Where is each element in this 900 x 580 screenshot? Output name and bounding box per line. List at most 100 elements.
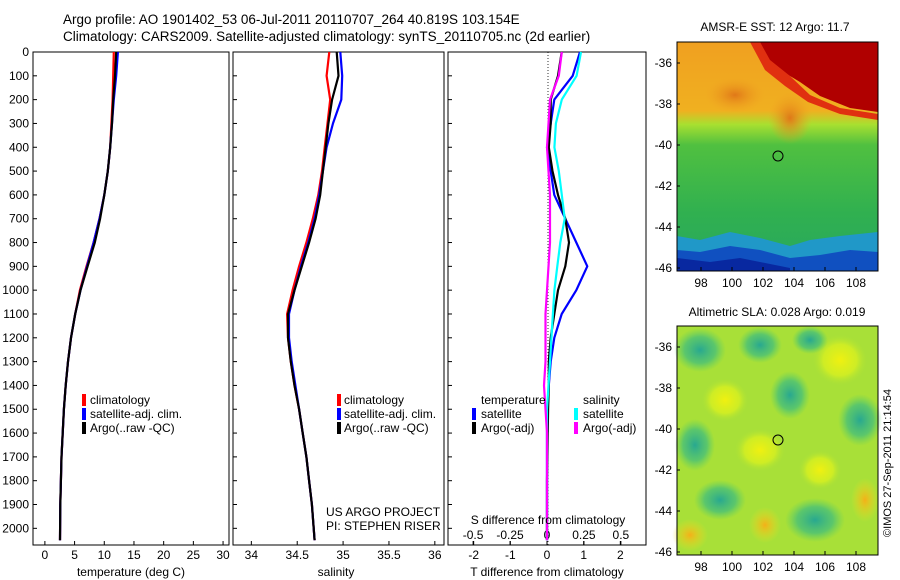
sla-blob bbox=[770, 371, 810, 419]
sst-map bbox=[676, 41, 879, 272]
sla-blob bbox=[738, 327, 782, 363]
sst-map-title: AMSR-E SST: 12 Argo: 11.7 bbox=[700, 20, 850, 34]
x-tick-label: 2 bbox=[617, 548, 624, 562]
depth-tick-label: 0 bbox=[22, 45, 29, 59]
depth-tick-label: 1100 bbox=[3, 307, 29, 321]
imos-credit: ©IMOS 27-Sep-2011 21:14:54 bbox=[882, 389, 894, 537]
lon-tick-label: 108 bbox=[846, 560, 866, 574]
profile-lines bbox=[58, 51, 589, 541]
legend-head-temperature: temperature bbox=[481, 393, 546, 407]
temperature-legend: climatology satellite-adj. clim. Argo(..… bbox=[82, 393, 182, 435]
x-tick-label: 0 bbox=[544, 548, 551, 562]
lon-tick-label: 98 bbox=[694, 276, 708, 290]
lat-tick-label: -36 bbox=[655, 56, 673, 70]
depth-tick-label: 800 bbox=[9, 236, 29, 250]
sst-warm-region bbox=[760, 42, 878, 112]
lon-tick-label: 102 bbox=[753, 560, 773, 574]
x-tick-label: 36 bbox=[428, 548, 442, 562]
x-tick-label: 10 bbox=[98, 548, 112, 562]
series-line-argo-raw-qc bbox=[286, 51, 340, 541]
lat-tick-label: -38 bbox=[655, 97, 673, 111]
figure-title-line2: Climatology: CARS2009. Satellite-adjuste… bbox=[63, 29, 591, 44]
sla-blob bbox=[838, 394, 882, 446]
legend-text: Argo(-adj) bbox=[583, 421, 636, 435]
legend-swatch-black bbox=[337, 422, 341, 434]
lon-tick-label: 98 bbox=[694, 560, 708, 574]
x-tick-label: 15 bbox=[127, 548, 141, 562]
legend-swatch-black bbox=[472, 422, 476, 434]
lat-tick-label: -46 bbox=[655, 545, 673, 559]
sla-blob bbox=[785, 498, 845, 542]
legend-text: satellite-adj. clim. bbox=[344, 407, 436, 421]
series-line-salinity-argo-adj bbox=[542, 51, 563, 541]
x-tick-label: -2 bbox=[468, 548, 479, 562]
lon-tick-label: 106 bbox=[815, 560, 835, 574]
depth-tick-label: 1000 bbox=[2, 283, 29, 297]
x-tick-label: 25 bbox=[187, 548, 201, 562]
legend-swatch-blue bbox=[337, 408, 341, 420]
lat-tick-label: -44 bbox=[655, 504, 673, 518]
x-tick-label: 34 bbox=[245, 548, 259, 562]
legend-head-salinity: salinity bbox=[583, 393, 620, 407]
legend-swatch-red bbox=[82, 394, 86, 406]
sla-map bbox=[672, 325, 882, 556]
depth-tick-label: 2000 bbox=[2, 521, 29, 535]
series-line-argo-raw-qc bbox=[58, 51, 118, 541]
sst-warm-region bbox=[750, 42, 878, 120]
x-tick-label: 35.5 bbox=[377, 548, 401, 562]
difference-xlabel: T difference from climatology bbox=[470, 565, 624, 579]
sla-blob bbox=[792, 326, 828, 354]
sla-blob bbox=[701, 378, 749, 422]
temperature-xlabel: temperature (deg C) bbox=[77, 565, 185, 579]
legend-text: satellite-adj. clim. bbox=[90, 407, 182, 421]
x-tick-label: 30 bbox=[216, 548, 230, 562]
pi-note: PI: STEPHEN RISER bbox=[326, 519, 441, 533]
sla-blob bbox=[694, 480, 746, 520]
legend-text: satellite bbox=[583, 407, 624, 421]
lat-tick-label: -38 bbox=[655, 381, 673, 395]
lon-tick-label: 100 bbox=[722, 276, 742, 290]
sla-blob bbox=[672, 519, 708, 551]
salinity-legend: climatology satellite-adj. clim. Argo(..… bbox=[326, 393, 441, 533]
depth-tick-label: 400 bbox=[9, 140, 29, 154]
legend-swatch-red bbox=[337, 394, 341, 406]
lon-tick-label: 104 bbox=[784, 276, 804, 290]
sla-map-title: Altimetric SLA: 0.028 Argo: 0.019 bbox=[689, 305, 866, 319]
sst-cold-region bbox=[677, 258, 790, 271]
lon-tick-label: 104 bbox=[784, 560, 804, 574]
lat-tick-label: -40 bbox=[655, 422, 673, 436]
lat-tick-label: -36 bbox=[655, 340, 673, 354]
lon-tick-label: 106 bbox=[815, 276, 835, 290]
s-difference-label: S difference from climatology bbox=[471, 513, 626, 527]
depth-tick-label: 300 bbox=[9, 116, 29, 130]
depth-axis: 0 100 200 300 400 500 600 700 800 900 1000 1100 1200… bbox=[2, 45, 452, 535]
depth-tick-label: 1600 bbox=[2, 426, 29, 440]
depth-tick-label: 1700 bbox=[2, 450, 29, 464]
legend-swatch-black bbox=[82, 422, 86, 434]
legend-text: climatology bbox=[344, 393, 404, 407]
lon-tick-label: 108 bbox=[846, 276, 866, 290]
sst-warm-blob bbox=[768, 92, 812, 144]
depth-tick-label: 1900 bbox=[2, 498, 29, 512]
salinity-panel bbox=[232, 51, 445, 546]
x-tick-label: 35 bbox=[336, 548, 350, 562]
legend-text: Argo(-adj) bbox=[481, 421, 534, 435]
depth-tick-label: 1300 bbox=[2, 355, 29, 369]
lat-tick-label: -46 bbox=[655, 261, 673, 275]
x-tick-label: 0.5 bbox=[613, 528, 630, 542]
x-tick-label: 0.25 bbox=[572, 528, 596, 542]
sla-blob bbox=[749, 507, 781, 543]
sla-blob bbox=[851, 478, 879, 522]
lat-tick-label: -42 bbox=[655, 179, 673, 193]
x-tick-label: 5 bbox=[71, 548, 78, 562]
sst-warm-blob bbox=[705, 77, 765, 113]
sla-map-frame bbox=[676, 325, 879, 556]
legend-text: Argo(..raw -QC) bbox=[90, 421, 175, 435]
depth-tick-label: 700 bbox=[9, 212, 29, 226]
x-tick-label: 20 bbox=[157, 548, 171, 562]
depth-tick-label: 100 bbox=[9, 69, 29, 83]
depth-tick-label: 1500 bbox=[2, 402, 29, 416]
legend-text: Argo(..raw -QC) bbox=[344, 421, 429, 435]
lat-tick-label: -40 bbox=[655, 138, 673, 152]
lon-tick-label: 102 bbox=[753, 276, 773, 290]
